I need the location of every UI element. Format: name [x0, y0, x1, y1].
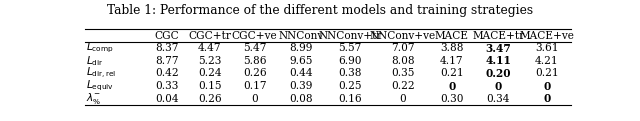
Text: 4.21: 4.21 — [535, 56, 559, 66]
Text: 0.26: 0.26 — [243, 68, 266, 78]
Text: $L_{\mathrm{comp}}$: $L_{\mathrm{comp}}$ — [86, 41, 115, 56]
Text: 5.57: 5.57 — [339, 43, 362, 53]
Text: 0.22: 0.22 — [391, 81, 415, 91]
Text: 0.21: 0.21 — [535, 68, 559, 78]
Text: 8.77: 8.77 — [156, 56, 179, 66]
Text: 8.99: 8.99 — [289, 43, 312, 53]
Text: 0.42: 0.42 — [156, 68, 179, 78]
Text: 0.24: 0.24 — [198, 68, 221, 78]
Text: NNConv: NNConv — [278, 31, 323, 41]
Text: 4.47: 4.47 — [198, 43, 221, 53]
Text: 5.23: 5.23 — [198, 56, 221, 66]
Text: 0: 0 — [448, 81, 456, 91]
Text: 0.15: 0.15 — [198, 81, 221, 91]
Text: 0.17: 0.17 — [243, 81, 266, 91]
Text: 0: 0 — [252, 94, 258, 104]
Text: 0: 0 — [495, 81, 502, 91]
Text: 6.90: 6.90 — [339, 56, 362, 66]
Text: 9.65: 9.65 — [289, 56, 312, 66]
Text: 0.08: 0.08 — [289, 94, 312, 104]
Text: 7.07: 7.07 — [391, 43, 415, 53]
Text: NNConv+tr: NNConv+tr — [319, 31, 382, 41]
Text: CGC: CGC — [155, 31, 180, 41]
Text: MACE+tr: MACE+tr — [472, 31, 524, 41]
Text: 0: 0 — [399, 94, 406, 104]
Text: 4.11: 4.11 — [485, 55, 511, 66]
Text: 0.25: 0.25 — [339, 81, 362, 91]
Text: 0.20: 0.20 — [486, 68, 511, 79]
Text: 0.21: 0.21 — [440, 68, 463, 78]
Text: CGC+ve: CGC+ve — [232, 31, 278, 41]
Text: 0.34: 0.34 — [486, 94, 510, 104]
Text: 8.37: 8.37 — [156, 43, 179, 53]
Text: 3.47: 3.47 — [485, 43, 511, 54]
Text: 0: 0 — [543, 81, 550, 91]
Text: $\lambda_{\%}^{-}$: $\lambda_{\%}^{-}$ — [86, 91, 102, 106]
Text: $L_{\mathrm{dir,rel}}$: $L_{\mathrm{dir,rel}}$ — [86, 66, 116, 81]
Text: 0.38: 0.38 — [339, 68, 362, 78]
Text: 0.16: 0.16 — [339, 94, 362, 104]
Text: 0.26: 0.26 — [198, 94, 221, 104]
Text: 3.61: 3.61 — [535, 43, 559, 53]
Text: 0.44: 0.44 — [289, 68, 312, 78]
Text: 0.04: 0.04 — [156, 94, 179, 104]
Text: 0.33: 0.33 — [156, 81, 179, 91]
Text: 3.88: 3.88 — [440, 43, 463, 53]
Text: 8.08: 8.08 — [391, 56, 415, 66]
Text: 5.47: 5.47 — [243, 43, 266, 53]
Text: 0.39: 0.39 — [289, 81, 312, 91]
Text: CGC+tr: CGC+tr — [188, 31, 231, 41]
Text: 5.86: 5.86 — [243, 56, 266, 66]
Text: $L_{\mathrm{dir}}$: $L_{\mathrm{dir}}$ — [86, 54, 104, 68]
Text: MACE: MACE — [435, 31, 469, 41]
Text: 0.30: 0.30 — [440, 94, 463, 104]
Text: $L_{\mathrm{equiv}}$: $L_{\mathrm{equiv}}$ — [86, 79, 115, 93]
Text: 4.17: 4.17 — [440, 56, 463, 66]
Text: 0: 0 — [543, 93, 550, 104]
Text: 0.35: 0.35 — [391, 68, 415, 78]
Text: NNConv+ve: NNConv+ve — [370, 31, 436, 41]
Text: Table 1: Performance of the different models and training strategies: Table 1: Performance of the different mo… — [107, 4, 533, 17]
Text: MACE+ve: MACE+ve — [519, 31, 574, 41]
